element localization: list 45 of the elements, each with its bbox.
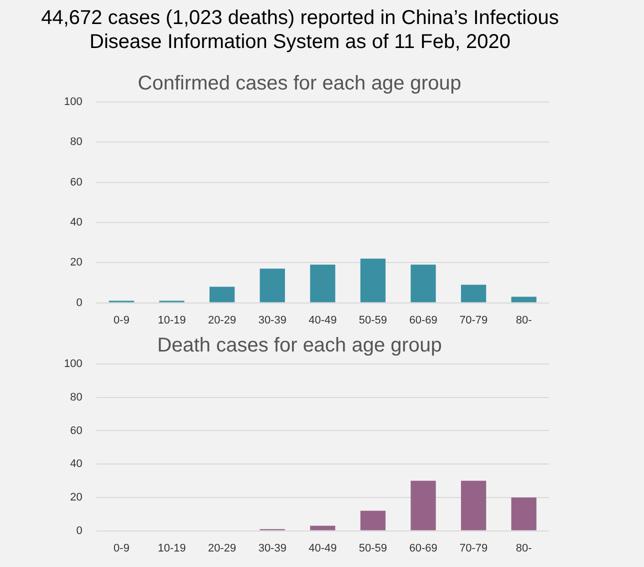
y-tick-label: 20 [70, 256, 82, 269]
x-tick-label: 70-79 [459, 542, 488, 554]
bar [360, 258, 386, 302]
y-tick-label: 40 [70, 458, 82, 470]
bar [310, 264, 336, 302]
bar [310, 526, 336, 530]
y-tick-label: 60 [70, 176, 82, 188]
x-tick-label: 80- [516, 542, 532, 554]
y-tick-label: 40 [70, 216, 82, 229]
x-tick-label: 30-39 [258, 542, 286, 554]
bar [511, 296, 536, 302]
bar [460, 480, 486, 530]
chart-title: Death cases for each age group [157, 334, 442, 357]
bar [410, 480, 436, 530]
y-tick-label: 80 [70, 391, 82, 404]
x-tick-label: 30-39 [258, 314, 286, 326]
x-tick-label: 70-79 [459, 314, 488, 326]
chart-title: 44,672 cases (1,023 deaths) reported in China’s Infectious Disease Information System as of 11 Feb, 2020 [40, 6, 560, 55]
y-tick-label: 60 [70, 424, 82, 437]
x-tick-label: 40-49 [308, 314, 337, 326]
bar [360, 510, 386, 530]
x-tick-label: 0-9 [114, 314, 130, 326]
x-tick-label: 40-49 [308, 542, 337, 554]
y-tick-label: 0 [76, 296, 82, 309]
x-tick-label: 60-69 [409, 314, 438, 326]
x-tick-label: 60-69 [409, 542, 438, 554]
x-tick-label: 80- [516, 314, 532, 326]
y-tick-label: 100 [64, 96, 82, 108]
x-tick-label: 10-19 [158, 314, 186, 326]
bar [511, 497, 536, 530]
y-tick-label: 20 [70, 491, 82, 504]
chart-subtitle: Confirmed cases for each age group [138, 72, 462, 95]
x-tick-label: 10-19 [158, 542, 186, 554]
x-tick-label: 0-9 [114, 542, 130, 554]
bar [260, 268, 285, 302]
x-tick-label: 50-59 [358, 314, 388, 326]
y-tick-label: 100 [64, 358, 82, 370]
bar [460, 284, 486, 302]
bar [410, 264, 436, 302]
y-tick-label: 0 [76, 524, 82, 537]
x-tick-label: 50-59 [358, 542, 388, 554]
x-tick-label: 20-29 [208, 314, 236, 326]
x-tick-label: 20-29 [208, 542, 236, 554]
y-tick-label: 80 [70, 136, 82, 148]
bar [210, 286, 235, 302]
